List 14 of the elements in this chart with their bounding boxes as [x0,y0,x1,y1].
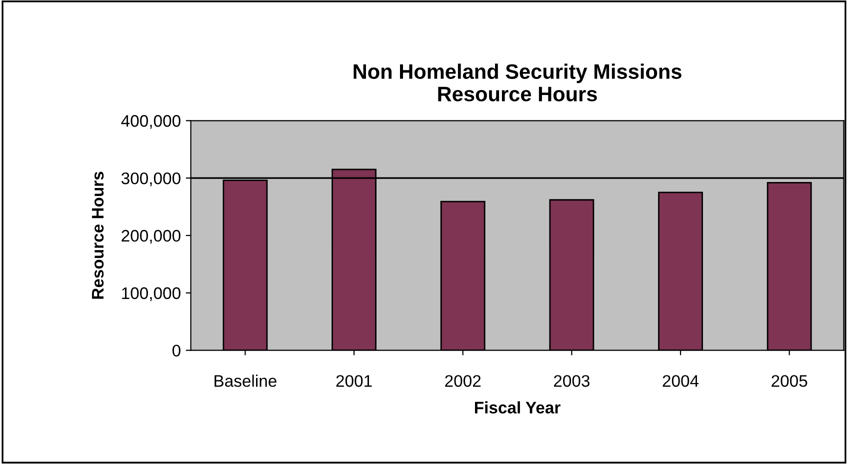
y-tick-label: 0 [172,344,180,357]
x-tick-label: 2004 [662,375,699,387]
x-tick-label: 2005 [772,375,808,387]
y-axis-title: Resource Hours [92,172,104,299]
x-tick-label: 2001 [336,375,372,387]
y-tick-label: 400,000 [121,115,180,129]
y-tick-label: 300,000 [121,172,180,186]
chart-title: Non Homeland Security Missions Resource Hours [354,64,682,102]
y-tick-label: 100,000 [122,287,180,302]
x-tick-label: Baseline [214,374,276,387]
x-tick-label: 2003 [554,375,590,387]
y-tick-label: 200,000 [122,230,180,244]
x-axis-title: Fiscal Year [474,401,560,414]
x-tick-label: 2002 [445,375,481,387]
